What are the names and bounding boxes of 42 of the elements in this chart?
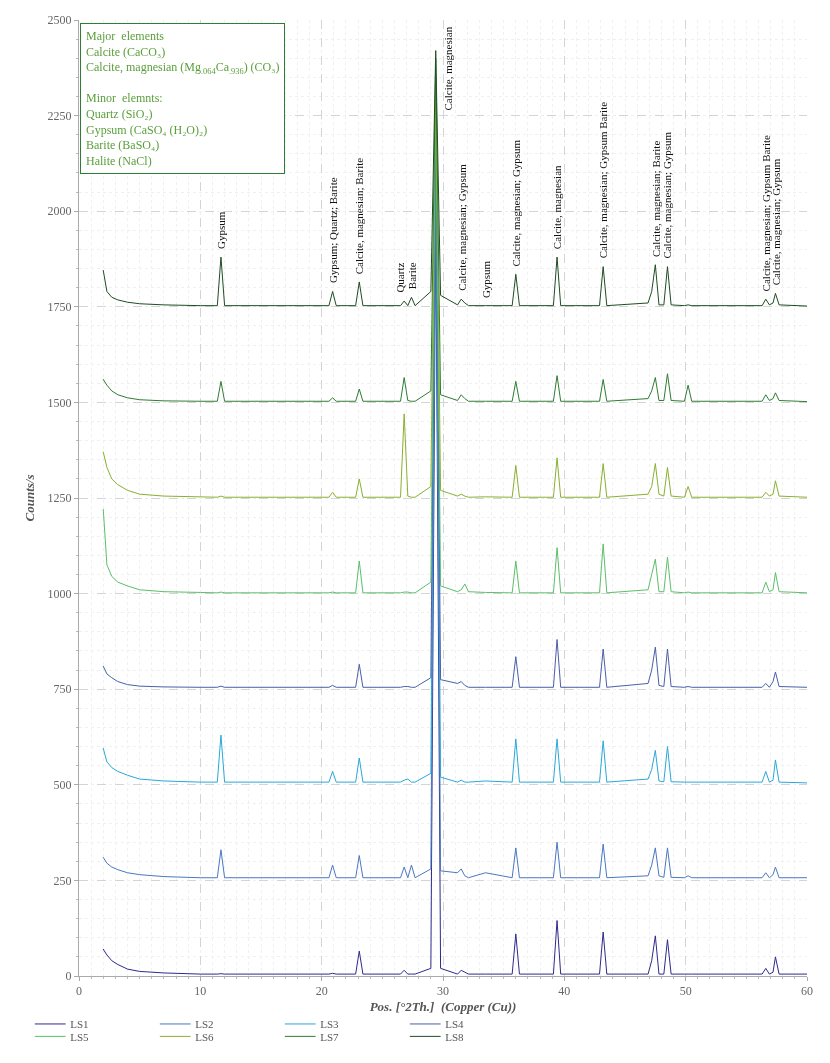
y-axis-title: Counts/s [21, 474, 37, 522]
y-tick-label: 750 [53, 682, 72, 697]
legend-label: LS4 [445, 1018, 465, 1031]
annotation: Calcite, magnesian; Gypsum Barite [597, 101, 610, 259]
y-tick-label: 2500 [47, 13, 72, 28]
annotation: Calcite, magnesian; Gypsum [510, 139, 522, 267]
annotation: Calcite, magnesian [550, 164, 563, 250]
annotation: Gypsum [214, 211, 227, 250]
legend-label: LS1 [70, 1018, 89, 1031]
y-tick-label: 1500 [47, 395, 72, 410]
legend-label: LS8 [445, 1030, 465, 1043]
y-tick-label: 1750 [47, 300, 72, 314]
legend-label: LS5 [70, 1030, 90, 1043]
annotation: Calcite, magnesian [441, 26, 454, 111]
y-tick-label: 500 [53, 778, 72, 792]
x-tick-label: 50 [679, 984, 692, 999]
annotation: Calcite, magnesian; Gypsum [661, 131, 674, 259]
x-axis-title: Pos. [°2Th.] (Copper (Cu)) [369, 999, 517, 1014]
legend-label: LS2 [195, 1018, 214, 1031]
annotation: Gypsum [479, 260, 492, 299]
x-tick-label: 60 [801, 984, 813, 999]
legend-label: LS7 [320, 1030, 340, 1043]
annotation: Calcite, magnesian; Gypsum [455, 163, 468, 291]
x-tick-label: 10 [194, 984, 207, 999]
x-tick-label: 40 [558, 984, 571, 999]
y-tick-label: 250 [53, 873, 72, 888]
x-tick-label: 30 [437, 984, 449, 999]
annotation: Calcite, magnesian; Barite [353, 157, 366, 275]
y-tick-label: 2000 [47, 204, 72, 219]
annotation: Barite [405, 262, 418, 290]
y-tick-label: 1250 [47, 491, 72, 506]
y-tick-label: 0 [65, 969, 72, 984]
annotation: Quartz [394, 262, 407, 293]
annotation: Calcite, magnesian; Barite [649, 140, 662, 258]
x-tick-label: 20 [315, 984, 328, 999]
x-tick-label: 0 [76, 984, 82, 999]
legend-label: LS3 [320, 1018, 340, 1031]
y-tick-label: 2250 [47, 108, 72, 123]
y-tick-label: 1000 [47, 586, 72, 601]
legend-label: LS6 [195, 1030, 215, 1043]
annotation: Gypsum; Quartz; Barite [327, 177, 340, 284]
text: Major elements Calcite (CaCO₃) Calcite, magnesian (Mg$_{.064}$Ca$_{.936}$) (CO₃) Minor elemnts: Quartz (SiO₂) Gypsum (CaSO₄ (H₂O)₂) Barite (BaSO₄) Halite (NaCl) [86, 29, 280, 168]
